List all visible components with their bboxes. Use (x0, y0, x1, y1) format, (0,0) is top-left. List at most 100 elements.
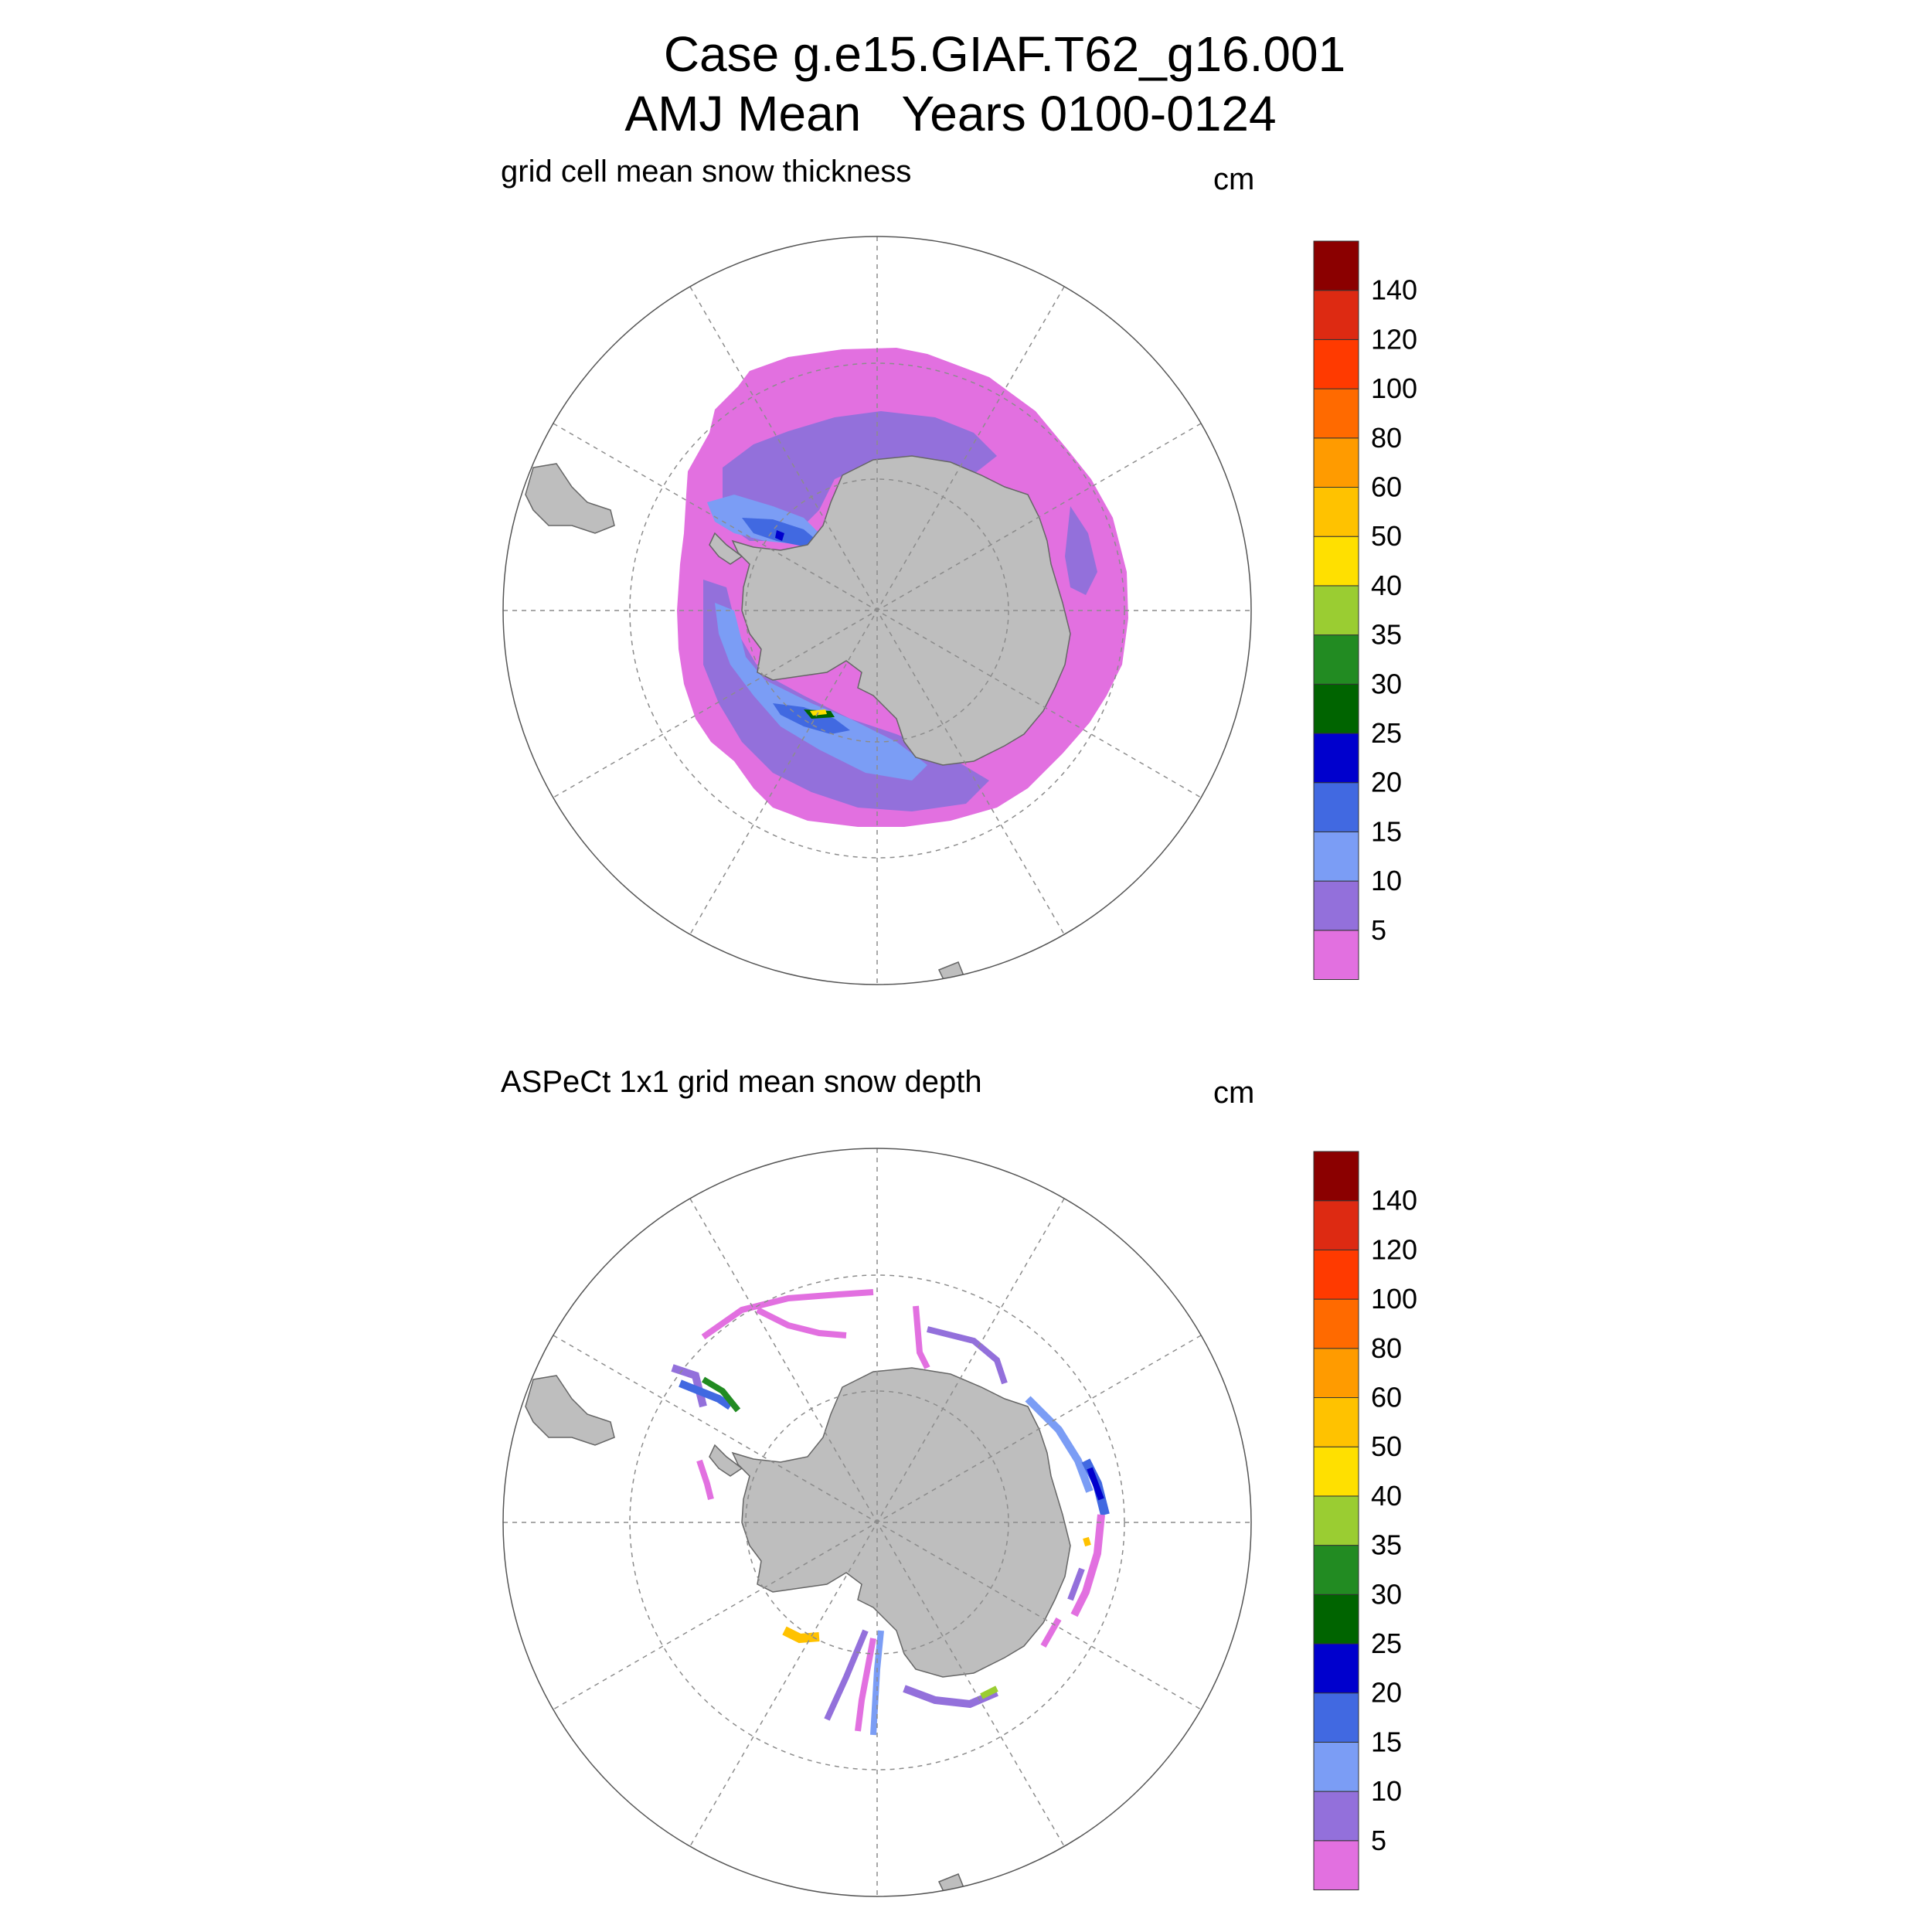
colorbar-label-obs-1: 10 (1371, 1775, 1402, 1807)
colorbar-swatch-model-0 (1313, 930, 1359, 981)
colorbar-label-obs-13: 140 (1371, 1185, 1417, 1216)
colorbar-swatch-model-4 (1313, 733, 1359, 784)
colorbar-swatch-obs-11 (1313, 1298, 1359, 1349)
colorbar-swatch-obs-14 (1313, 1151, 1359, 1202)
colorbar-swatch-model-13 (1313, 290, 1359, 340)
map-gridlines-2 (503, 1148, 1251, 1896)
colorbar-label-model-0: 5 (1371, 914, 1386, 946)
colorbar-label-obs-8: 50 (1371, 1430, 1402, 1462)
colorbar-swatch-obs-3 (1313, 1692, 1359, 1743)
map-gridlines (503, 236, 1251, 985)
colorbar-label-model-10: 80 (1371, 422, 1402, 454)
colorbar-swatch-model-9 (1313, 487, 1359, 537)
colorbar-swatch-obs-5 (1313, 1594, 1359, 1645)
panel1-title: grid cell mean snow thickness (501, 155, 912, 189)
colorbar-obs: 5 10 15 20 25 30 35 40 50 60 80 100 120 140 (1313, 1151, 1417, 1891)
antarctica-landmass (709, 455, 1071, 766)
figure-title-line2: AMJ Mean Years 0100-0124 (624, 86, 1277, 141)
colorbar-label-model-12: 120 (1371, 323, 1417, 355)
colorbar-swatch-obs-0 (1313, 1840, 1359, 1891)
south-america-landmass (525, 463, 615, 534)
colorbar-label-obs-3: 20 (1371, 1677, 1402, 1709)
obs-track-east-8 (1083, 1536, 1091, 1547)
colorbar-label-obs-4: 25 (1371, 1628, 1402, 1659)
colorbar-swatch-model-1 (1313, 880, 1359, 931)
colorbar-label-model-8: 50 (1371, 520, 1402, 552)
colorbar-swatch-obs-13 (1313, 1200, 1359, 1250)
snow-band-20-25 (775, 530, 784, 541)
colorbar-swatch-model-5 (1313, 683, 1359, 734)
africa-tip-2 (937, 1873, 968, 1896)
colorbar-swatch-model-3 (1313, 782, 1359, 832)
obs-track-weddell-3 (855, 1638, 876, 1732)
colorbar-swatch-obs-2 (1313, 1741, 1359, 1792)
colorbar-swatch-obs-6 (1313, 1545, 1359, 1595)
obs-track-peninsula-w2 (679, 1379, 733, 1410)
colorbar-label-model-13: 140 (1371, 274, 1417, 306)
colorbar-label-model-4: 25 (1371, 717, 1402, 749)
obs-track-kingmaud-2 (980, 1685, 998, 1699)
colorbar-swatch-obs-8 (1313, 1446, 1359, 1497)
snow-depth-tracks (671, 1289, 1110, 1736)
antarctica-landmass-2 (709, 1367, 1071, 1678)
map-boundary-1 (502, 236, 1252, 985)
colorbar-label-model-11: 100 (1371, 372, 1417, 404)
colorbar-label-model-1: 10 (1371, 865, 1402, 896)
colorbar-label-obs-11: 100 (1371, 1283, 1417, 1315)
colorbar-label-obs-6: 35 (1371, 1529, 1402, 1561)
colorbar-swatch-model-6 (1313, 634, 1359, 685)
colorbar-swatch-model-2 (1313, 831, 1359, 882)
colorbar-swatch-model-8 (1313, 536, 1359, 587)
obs-track-east-1 (913, 1305, 930, 1369)
colorbar-swatch-model-10 (1313, 437, 1359, 488)
africa-tip (937, 961, 968, 985)
snow-band-10-15-ross (715, 603, 927, 781)
snow-band-5-10-east (1065, 506, 1097, 595)
map-boundary-2 (502, 1148, 1252, 1897)
colorbar-label-model-9: 60 (1371, 471, 1402, 503)
colorbar-swatch-obs-10 (1313, 1348, 1359, 1399)
colorbar-label-obs-12: 120 (1371, 1233, 1417, 1265)
colorbar-swatch-model-14 (1313, 240, 1359, 291)
panel2-unit: cm (1213, 1076, 1255, 1110)
colorbar-label-model-3: 20 (1371, 767, 1402, 798)
colorbar-label-obs-10: 80 (1371, 1332, 1402, 1364)
obs-track-east-6 (1070, 1514, 1105, 1617)
snow-band-5-10 (723, 411, 997, 541)
obs-track-drake (701, 1289, 874, 1340)
colorbar-label-model-7: 40 (1371, 570, 1402, 601)
obs-track-peninsula-s (696, 1459, 714, 1500)
south-america-landmass-2 (525, 1375, 615, 1446)
colorbar-model: 5 10 15 20 25 30 35 40 50 60 80 100 120 140 (1313, 240, 1417, 981)
obs-track-east-7 (1067, 1567, 1085, 1601)
map-panel-model (502, 236, 1252, 985)
colorbar-swatch-model-7 (1313, 585, 1359, 636)
figure-title-line1: Case g.e15.GIAF.T62_g16.001 (663, 26, 1346, 82)
colorbar-swatch-obs-9 (1313, 1397, 1359, 1447)
obs-track-peninsula-w (671, 1364, 707, 1408)
obs-track-east-2 (927, 1326, 1008, 1385)
obs-track-east-9 (1040, 1617, 1062, 1648)
obs-track-peninsula-w3 (701, 1376, 741, 1413)
colorbar-label-model-2: 15 (1371, 815, 1402, 847)
colorbar-label-model-6: 35 (1371, 619, 1402, 651)
colorbar-label-model-5: 30 (1371, 668, 1402, 699)
colorbar-swatch-obs-4 (1313, 1643, 1359, 1694)
obs-track-east-5 (1087, 1467, 1104, 1501)
colorbar-swatch-model-12 (1313, 338, 1359, 389)
colorbar-swatch-obs-1 (1313, 1791, 1359, 1842)
colorbar-label-obs-2: 15 (1371, 1726, 1402, 1757)
panel1-unit: cm (1213, 162, 1255, 196)
colorbar-swatch-model-11 (1313, 388, 1359, 439)
obs-track-weddell-2 (824, 1629, 869, 1721)
colorbar-label-obs-0: 5 (1371, 1825, 1386, 1856)
colorbar-swatch-obs-7 (1313, 1495, 1359, 1546)
obs-track-drake-2 (756, 1307, 847, 1338)
colorbar-label-obs-5: 30 (1371, 1578, 1402, 1610)
panel2-title: ASPeCt 1x1 grid mean snow depth (501, 1065, 982, 1099)
colorbar-label-obs-9: 60 (1371, 1382, 1402, 1413)
map-panel-obs (502, 1148, 1252, 1897)
colorbar-label-obs-7: 40 (1371, 1480, 1402, 1512)
obs-track-east-3 (1025, 1396, 1094, 1493)
